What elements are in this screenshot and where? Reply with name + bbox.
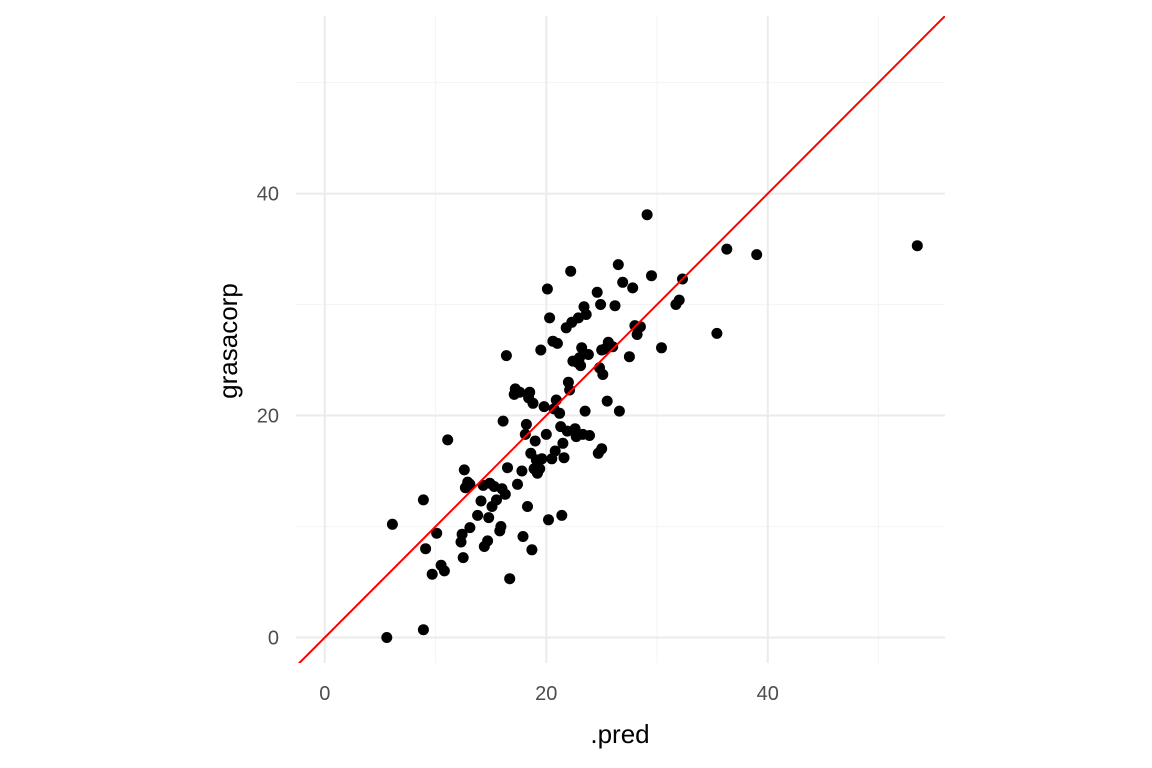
y-axis-title: grasacorp [213, 283, 243, 399]
data-point [472, 509, 484, 521]
data-point [527, 397, 539, 409]
data-point [656, 342, 667, 354]
data-point [601, 395, 613, 407]
data-point [634, 321, 646, 333]
data-point [550, 394, 562, 406]
data-point [543, 514, 554, 526]
x-tick-label: 0 [319, 683, 330, 705]
data-point [482, 535, 494, 547]
data-point [538, 401, 550, 413]
data-point [512, 478, 523, 490]
data-point [540, 428, 552, 440]
data-point [597, 369, 609, 380]
data-point [475, 495, 487, 507]
data-point [420, 543, 432, 555]
data-point [417, 494, 429, 506]
data-point [431, 527, 443, 539]
data-point [502, 462, 513, 474]
data-point [596, 443, 608, 455]
data-point [381, 632, 393, 643]
data-point [591, 286, 603, 298]
data-point [558, 452, 570, 464]
data-point [554, 407, 566, 419]
data-point [541, 283, 553, 295]
identity-reference-line [297, 16, 945, 663]
data-point [579, 405, 591, 417]
data-point [564, 384, 576, 396]
data-point [544, 312, 556, 324]
data-point [458, 464, 470, 476]
data-point [529, 435, 541, 447]
data-point [711, 327, 723, 339]
data-point [751, 249, 763, 261]
data-point [495, 521, 507, 532]
data-point [499, 488, 511, 500]
data-point [524, 386, 536, 398]
y-tick-label: 0 [268, 627, 279, 649]
data-point [617, 276, 629, 288]
data-point [582, 349, 594, 360]
data-point [535, 344, 547, 356]
x-axis-tick-labels: 0 20 40 [319, 683, 779, 705]
data-point [442, 434, 454, 446]
y-axis-tick-labels: 0 20 40 [257, 184, 279, 650]
data-point [514, 386, 526, 398]
data-point [607, 341, 619, 353]
x-tick-label: 20 [535, 683, 557, 705]
data-point [565, 265, 577, 277]
data-point [522, 501, 533, 512]
data-point [483, 512, 495, 524]
data-point [417, 624, 429, 636]
x-tick-label: 40 [757, 683, 779, 705]
data-point [911, 240, 923, 252]
data-point [641, 209, 653, 221]
data-point [627, 282, 639, 294]
major-gridlines [296, 16, 945, 663]
data-point [438, 565, 450, 577]
data-point [386, 518, 398, 530]
data-point [500, 350, 512, 362]
x-axis-title: .pred [590, 719, 649, 749]
data-points [381, 209, 923, 643]
data-point [623, 351, 635, 363]
data-point [556, 509, 568, 521]
data-point [595, 299, 607, 310]
data-point [549, 445, 561, 457]
y-tick-label: 40 [257, 184, 279, 206]
data-point [575, 360, 587, 372]
data-point [516, 465, 528, 477]
data-point [609, 300, 621, 312]
y-tick-label: 20 [257, 406, 279, 428]
data-point [580, 309, 592, 320]
data-point [504, 573, 516, 585]
data-point [612, 259, 624, 271]
data-point [491, 494, 502, 506]
data-point [464, 478, 476, 490]
data-point [536, 453, 548, 465]
data-point [520, 418, 532, 430]
minor-gridlines [296, 16, 945, 663]
data-point [584, 430, 595, 441]
data-point [464, 522, 476, 534]
data-point [497, 415, 509, 427]
data-point [457, 552, 469, 564]
data-point [613, 405, 625, 417]
data-point [426, 568, 438, 580]
data-point [519, 428, 531, 440]
data-point [576, 342, 588, 354]
data-point [557, 437, 569, 449]
data-point [646, 270, 657, 282]
data-point [721, 243, 733, 255]
data-point [673, 294, 685, 306]
data-point [551, 337, 563, 349]
data-point [526, 544, 538, 556]
data-point [534, 463, 546, 475]
data-point [456, 528, 468, 540]
data-point [517, 531, 529, 542]
